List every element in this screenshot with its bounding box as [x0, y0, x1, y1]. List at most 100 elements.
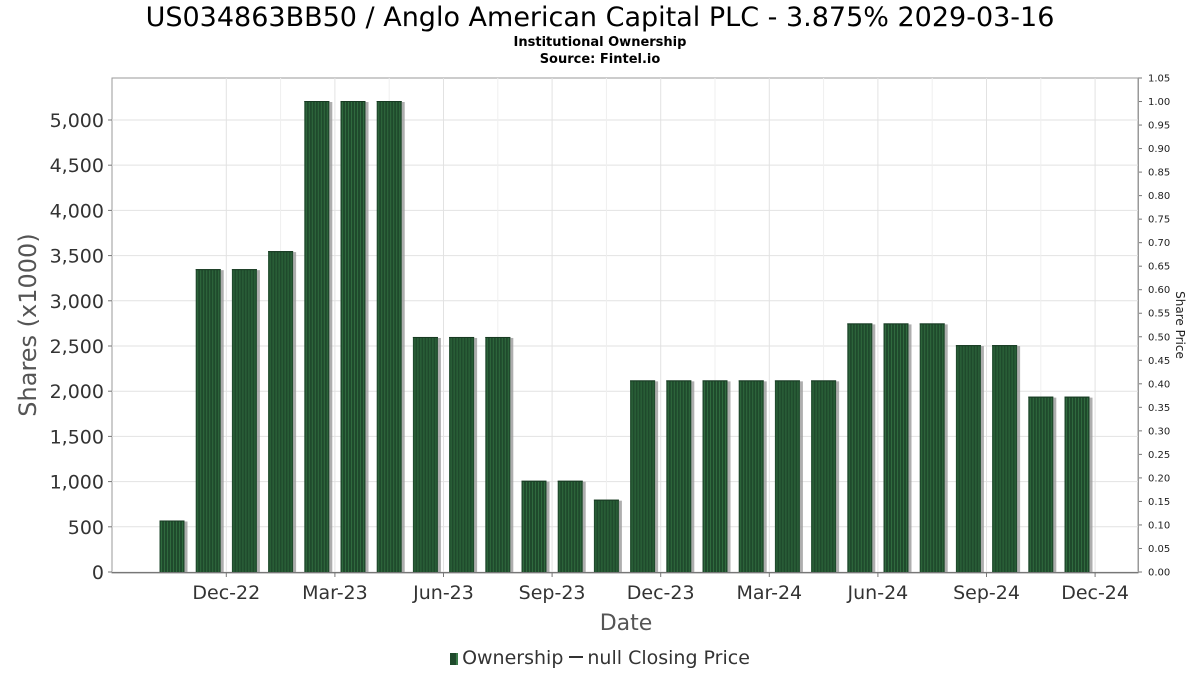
bar	[992, 345, 1021, 572]
y2-tick-label: 0.65	[1148, 262, 1170, 273]
y2-tick-label: 0.95	[1148, 121, 1170, 132]
bar	[159, 520, 188, 572]
y2-tick-label: 0.90	[1148, 144, 1170, 155]
plot-area	[111, 77, 1139, 574]
bar-fill	[992, 345, 1018, 572]
bar	[1028, 396, 1057, 572]
x-tick-label: Jun-24	[847, 582, 909, 604]
bar	[593, 499, 622, 572]
y2-tick-label: 0.40	[1148, 379, 1170, 390]
x-tick-label: Dec-24	[1061, 582, 1129, 604]
bar-fill	[449, 336, 475, 572]
bar	[557, 480, 586, 572]
y-tick-label: 3,000	[50, 291, 104, 313]
bar-fill	[1028, 396, 1054, 572]
y-tick-label: 2,500	[50, 336, 104, 358]
y2-tick-label: 0.30	[1148, 426, 1170, 437]
y-tick-label: 500	[68, 517, 104, 539]
bar	[412, 336, 441, 572]
bar-fill	[412, 336, 438, 572]
x-tick-label: Mar-23	[302, 582, 368, 604]
y-tick-label: 4,500	[50, 155, 104, 177]
bar	[702, 380, 731, 572]
bar	[195, 269, 224, 572]
bar-fill	[231, 269, 257, 572]
bar-fill	[1064, 396, 1090, 572]
bar-fill	[738, 380, 764, 572]
y2-axis: 0.00 0.05 0.10 0.15 0.20 0.25 0.30 0.35 0.40 0.45…	[1138, 74, 1170, 579]
bar	[738, 380, 767, 572]
bar-fill	[919, 323, 945, 572]
x-tick-label: Sep-24	[953, 582, 1020, 604]
ownership-swatch-icon	[450, 653, 459, 665]
y2-tick-label: 0.75	[1148, 215, 1170, 226]
y2-tick-label: 0.20	[1148, 473, 1170, 484]
legend-ownership: Ownership	[462, 647, 564, 669]
bar	[340, 101, 369, 572]
x-tick-label: Sep-23	[519, 582, 586, 604]
bar	[883, 323, 912, 572]
x-tick-label: Dec-22	[192, 582, 260, 604]
bar-fill	[774, 380, 800, 572]
bar-fill	[557, 480, 583, 572]
bar-fill	[883, 323, 909, 572]
y2-tick-label: 0.10	[1148, 520, 1170, 531]
chart-source: Source: Fintel.io	[539, 52, 661, 67]
y-tick-label: 4,000	[50, 200, 104, 222]
legend-closing-price: null Closing Price	[587, 647, 750, 669]
bar	[919, 323, 948, 572]
bar	[955, 345, 984, 572]
bars-group	[112, 101, 1138, 573]
bar	[811, 380, 840, 572]
bar-fill	[340, 101, 366, 572]
y2-tick-label: 0.05	[1148, 544, 1170, 555]
y-tick-label: 1,000	[50, 472, 104, 494]
bar	[449, 336, 478, 572]
y2-tick-label: 0.80	[1148, 191, 1170, 202]
x-tick-label: Mar-24	[736, 582, 802, 604]
bar-fill	[630, 380, 656, 572]
y-tick-label: 1,500	[50, 426, 104, 448]
bar-fill	[666, 380, 692, 572]
bar	[521, 480, 550, 572]
price-line-icon	[569, 656, 584, 658]
bar	[1064, 396, 1093, 572]
x-axis-label: Date	[600, 611, 653, 636]
y-tick-label: 5,000	[50, 110, 104, 132]
bar	[376, 101, 405, 572]
bar	[774, 380, 803, 572]
bar	[268, 251, 297, 572]
y2-axis-label: Share Price	[1173, 291, 1187, 359]
bar-fill	[376, 101, 402, 572]
y2-tick-label: 0.70	[1148, 238, 1170, 249]
bar	[304, 101, 333, 572]
y2-tick-label: 0.60	[1148, 285, 1170, 296]
x-tick-label: Jun-23	[412, 582, 474, 604]
bar	[485, 336, 514, 572]
x-axis: Dec-22 Mar-23 Jun-23 Sep-23 Dec-23 Mar-24 Jun-…	[192, 572, 1129, 604]
bar-fill	[955, 345, 981, 572]
bar-fill	[847, 323, 873, 572]
y2-tick-label: 0.50	[1148, 332, 1170, 343]
bar	[630, 380, 659, 572]
y2-tick-label: 0.00	[1148, 568, 1170, 579]
y2-tick-label: 0.35	[1148, 403, 1170, 414]
y-axis-label: Shares (x1000)	[14, 233, 42, 416]
x-tick-label: Dec-23	[627, 582, 695, 604]
bar	[847, 323, 876, 572]
bar-fill	[485, 336, 511, 572]
legend: Ownership null Closing Price	[0, 647, 1200, 669]
chart-subtitle: Institutional Ownership	[513, 35, 687, 50]
bar	[231, 269, 260, 572]
y-tick-label: 0	[92, 562, 104, 584]
chart-title: US034863BB50 / Anglo American Capital PL…	[145, 2, 1055, 33]
y-tick-label: 3,500	[50, 246, 104, 268]
y2-tick-label: 1.00	[1148, 97, 1170, 108]
bar	[666, 380, 695, 572]
bar-fill	[593, 499, 619, 572]
y2-tick-label: 0.15	[1148, 497, 1170, 508]
bar-fill	[268, 251, 294, 572]
y2-tick-label: 0.85	[1148, 168, 1170, 179]
y2-tick-label: 0.25	[1148, 450, 1170, 461]
bar-fill	[195, 269, 221, 572]
